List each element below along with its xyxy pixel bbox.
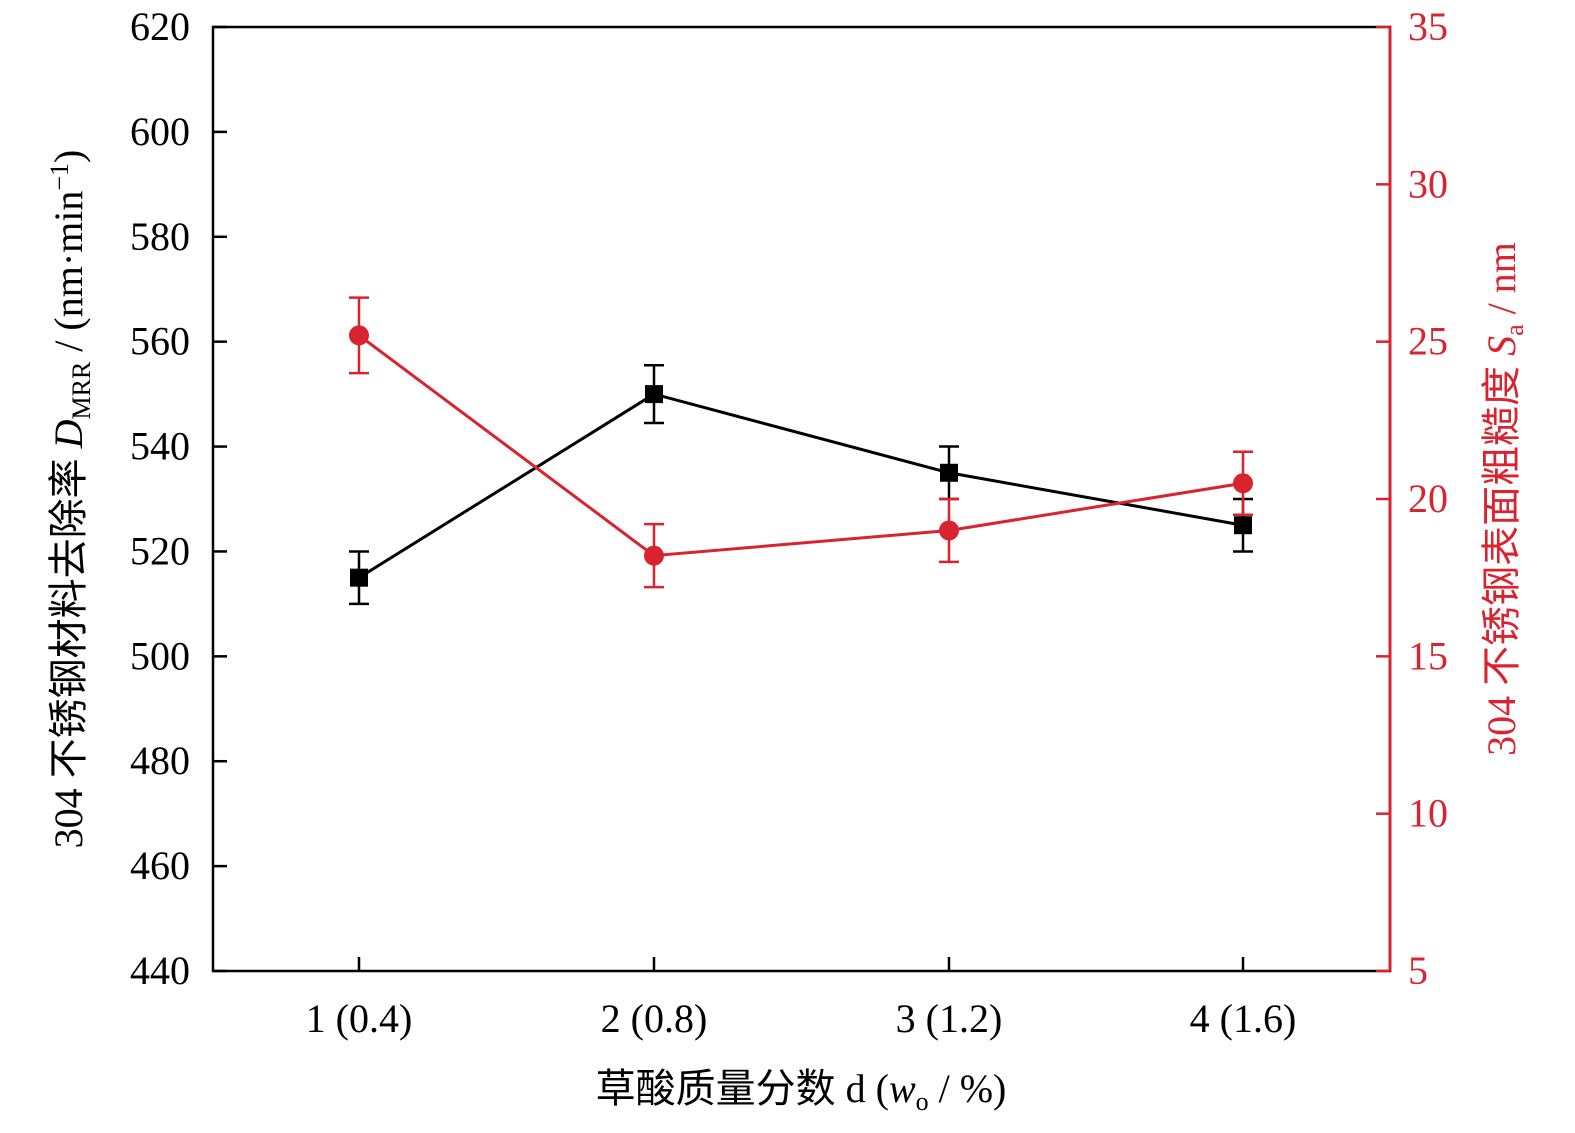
removal-rate-point <box>940 463 958 482</box>
right-tick-label: 15 <box>1408 633 1448 678</box>
left-axis-title-unit: / (nm·min <box>46 191 91 362</box>
roughness-point <box>939 520 959 541</box>
roughness-point <box>349 325 369 346</box>
left-tick-label: 440 <box>130 948 190 993</box>
removal-rate-point <box>350 568 368 587</box>
x-axis-title-var: w <box>889 1066 916 1111</box>
right-axis-title: 304 不锈钢表面粗糙度 Sa / nm <box>1479 242 1529 756</box>
x-axis-title: 草酸质量分数 d (wo / %) <box>596 1066 1007 1116</box>
right-axis-title-main: 304 不锈钢表面粗糙度 <box>1479 356 1524 756</box>
right-axis-title-end: / nm <box>1479 242 1524 324</box>
left-axis-title-sub: MRR <box>67 361 96 419</box>
removal-rate-series-line <box>358 392 1244 579</box>
right-tick-label: 20 <box>1408 476 1448 521</box>
left-axis-title-var: D <box>46 419 91 449</box>
left-axis-title: 304 不锈钢材料去除率 DMRR / (nm·min−1) <box>45 150 96 849</box>
roughness-point <box>644 545 664 566</box>
right-axis-title-var: S <box>1479 336 1524 356</box>
left-axis-title-main: 304 不锈钢材料去除率 <box>46 448 91 848</box>
left-tick-label: 560 <box>130 319 190 364</box>
left-tick-label: 500 <box>130 633 190 678</box>
x-tick-label: 2 (0.8) <box>601 996 708 1041</box>
roughness-series-line <box>358 334 1244 558</box>
left-tick-label: 520 <box>130 528 190 573</box>
roughness-point <box>1233 473 1253 494</box>
x-tick-label: 4 (1.6) <box>1190 996 1297 1041</box>
x-tick-label: 3 (1.2) <box>896 996 1003 1041</box>
left-tick-label: 460 <box>130 843 190 888</box>
ticks-layer: 440 460 480 500 520 540 560 580 600 620 5 10 15 20 25 3… <box>130 4 1448 1041</box>
right-tick-label: 25 <box>1408 319 1448 364</box>
right-tick-label: 5 <box>1408 948 1428 993</box>
left-tick-label: 480 <box>130 738 190 783</box>
left-tick-label: 600 <box>130 109 190 154</box>
removal-rate-point <box>645 385 663 404</box>
x-axis-title-sub: o <box>916 1087 929 1116</box>
right-tick-label: 35 <box>1408 4 1448 49</box>
removal-rate-point <box>1234 516 1252 535</box>
x-axis-title-main: 草酸质量分数 d ( <box>596 1066 889 1111</box>
series-layer <box>349 296 1253 606</box>
left-tick-label: 620 <box>130 4 190 49</box>
right-axis-title-sub: a <box>1500 324 1529 336</box>
right-tick-label: 10 <box>1408 791 1448 836</box>
left-axis-title-sup: −1 <box>45 163 74 191</box>
x-tick-label: 1 (0.4) <box>306 996 413 1041</box>
left-tick-label: 540 <box>130 424 190 469</box>
left-tick-label: 580 <box>130 214 190 259</box>
x-axis-title-end: / %) <box>929 1066 1007 1111</box>
left-axis-title-end: ) <box>46 150 91 163</box>
right-tick-label: 30 <box>1408 161 1448 206</box>
plot-frame <box>211 25 1392 973</box>
